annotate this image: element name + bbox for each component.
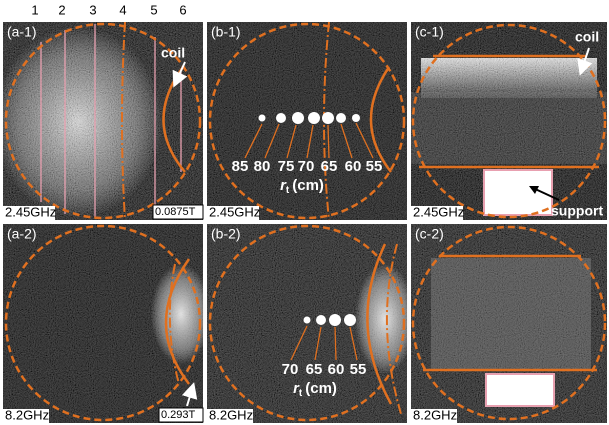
panel-label: (b-2) (211, 226, 241, 242)
radius-value: 60 (328, 361, 345, 378)
radius-value: 65 (306, 361, 323, 378)
frequency: 2.45GHz (209, 204, 260, 219)
column-numbers: 1 2 3 4 5 6 (31, 2, 186, 17)
figure: 1 2 3 4 5 6 coil (a-1) 2.45GHz 0.0875T 8… (0, 0, 609, 425)
radius-value: 75 (278, 158, 295, 175)
panel: (c-2) 8.2GHz (411, 224, 607, 423)
frequency: 8.2GHz (413, 407, 457, 422)
panel: (a-2) 8.2GHz 0.293T (3, 224, 211, 423)
panel-label: (c-2) (415, 226, 444, 242)
column-number: 6 (179, 2, 186, 17)
radius-value: 55 (366, 158, 383, 175)
radius-value: 55 (350, 361, 367, 378)
panel-label: (b-1) (211, 24, 241, 40)
panel: coil support (c-1) 2.45GHz (411, 22, 607, 220)
radius-value: 65 (321, 158, 338, 175)
radius-value: 70 (298, 158, 315, 175)
frequency: 8.2GHz (5, 407, 49, 422)
column-number: 2 (58, 2, 65, 17)
frequency: 2.45GHz (413, 204, 464, 219)
column-number: 3 (89, 2, 96, 17)
radius-value: 60 (345, 158, 362, 175)
column-number: 4 (119, 2, 126, 17)
radius-value: 85 (232, 158, 249, 175)
annotation: coil (161, 45, 185, 61)
column-number: 1 (31, 2, 38, 17)
annotation: coil (575, 29, 599, 45)
panel-label: (a-2) (7, 226, 37, 242)
radius-value: 70 (282, 361, 299, 378)
field-strength: 0.0875T (155, 206, 196, 218)
column-number: 5 (150, 2, 157, 17)
radius-value: 80 (254, 158, 271, 175)
frequency: 2.45GHz (5, 204, 56, 219)
annotation: support (551, 203, 603, 219)
field-strength: 0.293T (161, 409, 196, 421)
frequency: 8.2GHz (209, 407, 253, 422)
panel-label: (c-1) (415, 24, 444, 40)
panel-label: (a-1) (7, 24, 37, 40)
panel: coil (a-1) 2.45GHz 0.0875T (0, 22, 203, 220)
